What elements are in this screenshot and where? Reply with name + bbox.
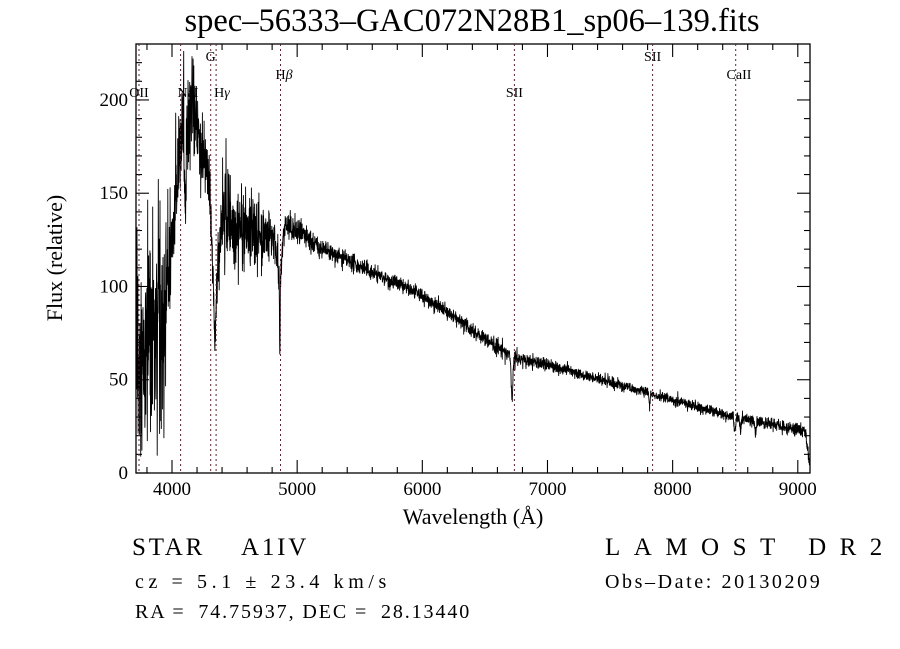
svg-text:Wavelength (Å): Wavelength (Å) [403,504,544,529]
svg-text:G: G [206,50,216,65]
svg-text:SII: SII [506,86,523,101]
svg-text:OII: OII [129,86,149,101]
svg-text:50: 50 [109,370,128,391]
svg-text:200: 200 [100,90,129,111]
svg-text:SII: SII [644,50,661,65]
svg-text:100: 100 [100,276,129,297]
svg-text:9000: 9000 [779,479,817,500]
svg-text:Flux (relative): Flux (relative) [42,195,67,321]
svg-text:Hβ: Hβ [275,68,292,83]
svg-text:0: 0 [119,463,129,484]
svg-text:CaII: CaII [727,68,752,83]
svg-text:150: 150 [100,183,129,204]
svg-text:6000: 6000 [403,479,441,500]
svg-text:5000: 5000 [278,479,316,500]
svg-text:Hγ: Hγ [214,86,230,101]
svg-text:NaI: NaI [178,86,199,101]
svg-text:4000: 4000 [153,479,191,500]
svg-text:7000: 7000 [528,479,566,500]
svg-text:8000: 8000 [654,479,692,500]
